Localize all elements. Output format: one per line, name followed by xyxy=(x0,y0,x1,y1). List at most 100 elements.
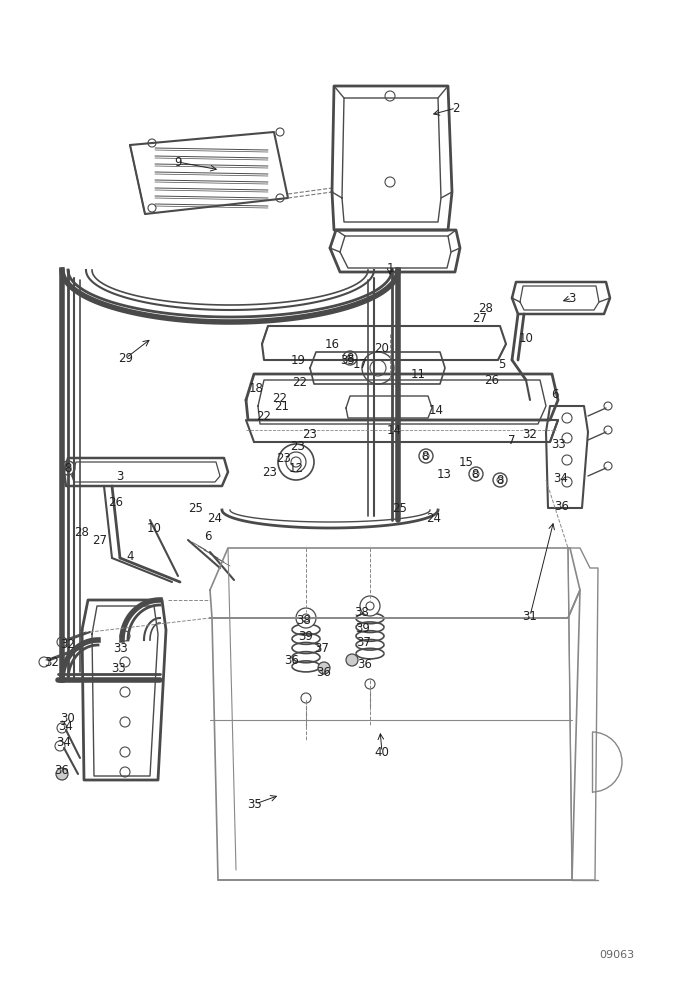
Text: 23: 23 xyxy=(277,451,292,464)
Text: 5: 5 xyxy=(498,357,506,371)
Text: 8: 8 xyxy=(65,461,71,475)
Text: 16: 16 xyxy=(324,337,339,350)
Circle shape xyxy=(120,767,130,777)
Circle shape xyxy=(347,355,353,361)
Circle shape xyxy=(362,352,394,384)
Text: 3: 3 xyxy=(116,470,124,483)
Circle shape xyxy=(562,413,572,423)
Text: 9: 9 xyxy=(174,156,182,169)
Text: 8: 8 xyxy=(496,474,504,487)
Text: 36: 36 xyxy=(555,499,569,512)
Circle shape xyxy=(61,461,75,475)
Circle shape xyxy=(604,402,612,410)
Text: 26: 26 xyxy=(109,495,124,508)
Text: 4: 4 xyxy=(126,549,134,562)
Circle shape xyxy=(302,614,310,622)
Text: 36: 36 xyxy=(54,763,69,777)
Text: 34: 34 xyxy=(554,472,568,485)
Text: 1: 1 xyxy=(386,262,394,275)
Circle shape xyxy=(473,471,479,477)
Text: 14: 14 xyxy=(428,403,443,417)
Circle shape xyxy=(385,177,395,187)
Text: 29: 29 xyxy=(118,351,133,365)
Text: 37: 37 xyxy=(315,642,329,654)
Circle shape xyxy=(65,465,71,471)
Text: 24: 24 xyxy=(426,511,441,525)
Text: 30: 30 xyxy=(61,711,75,725)
Text: 22: 22 xyxy=(292,376,307,388)
Text: 28: 28 xyxy=(479,301,494,315)
Text: 35: 35 xyxy=(248,798,262,810)
Circle shape xyxy=(296,608,316,628)
Text: 8: 8 xyxy=(422,449,428,462)
Circle shape xyxy=(291,457,301,467)
Circle shape xyxy=(120,687,130,697)
Text: 23: 23 xyxy=(303,428,318,440)
Text: 23: 23 xyxy=(290,439,305,452)
Text: 36: 36 xyxy=(284,653,299,666)
Text: 36: 36 xyxy=(317,665,331,679)
Circle shape xyxy=(385,91,395,101)
Circle shape xyxy=(360,596,380,616)
Text: 32: 32 xyxy=(61,638,75,650)
Circle shape xyxy=(56,768,68,780)
Text: 26: 26 xyxy=(484,374,500,387)
Circle shape xyxy=(423,453,429,459)
Circle shape xyxy=(343,351,357,365)
Circle shape xyxy=(604,462,612,470)
Text: 3: 3 xyxy=(568,291,576,304)
Text: 31: 31 xyxy=(522,609,537,623)
Text: 8: 8 xyxy=(471,468,479,481)
Text: 38: 38 xyxy=(355,605,369,618)
Circle shape xyxy=(419,449,433,463)
Text: 10: 10 xyxy=(519,332,533,344)
Circle shape xyxy=(497,477,503,483)
Circle shape xyxy=(365,679,375,689)
Text: 19: 19 xyxy=(290,353,305,367)
Circle shape xyxy=(55,741,65,751)
Text: 8: 8 xyxy=(346,351,354,365)
Text: 35: 35 xyxy=(341,353,356,367)
Text: 2: 2 xyxy=(452,101,460,115)
Circle shape xyxy=(148,204,156,212)
Text: 21: 21 xyxy=(275,399,290,412)
Text: 11: 11 xyxy=(411,368,426,381)
Text: 27: 27 xyxy=(92,534,107,546)
Text: 18: 18 xyxy=(249,382,263,394)
Text: 23: 23 xyxy=(262,466,277,479)
Text: 32: 32 xyxy=(45,655,59,668)
Text: 37: 37 xyxy=(356,636,371,648)
Circle shape xyxy=(120,657,130,667)
Circle shape xyxy=(301,693,311,703)
Text: 40: 40 xyxy=(375,746,390,758)
Circle shape xyxy=(469,467,483,481)
Circle shape xyxy=(562,477,572,487)
Text: 6: 6 xyxy=(551,388,559,401)
Circle shape xyxy=(493,473,507,487)
Text: 6: 6 xyxy=(204,530,211,542)
Text: 34: 34 xyxy=(56,736,71,749)
Circle shape xyxy=(39,657,49,667)
Circle shape xyxy=(562,455,572,465)
Circle shape xyxy=(57,637,67,647)
Text: 10: 10 xyxy=(147,522,161,535)
Text: 20: 20 xyxy=(375,341,390,354)
Circle shape xyxy=(370,360,386,376)
Circle shape xyxy=(366,602,374,610)
Circle shape xyxy=(562,433,572,443)
Text: 38: 38 xyxy=(296,613,311,627)
Text: 17: 17 xyxy=(352,357,367,371)
Circle shape xyxy=(346,654,358,666)
Circle shape xyxy=(276,194,284,202)
Circle shape xyxy=(120,747,130,757)
Text: 14: 14 xyxy=(386,424,401,437)
Text: 24: 24 xyxy=(207,512,222,526)
Text: 22: 22 xyxy=(256,409,271,423)
Circle shape xyxy=(120,631,130,641)
Text: 12: 12 xyxy=(288,461,303,475)
Circle shape xyxy=(318,662,330,674)
Text: 28: 28 xyxy=(75,526,90,539)
Text: 13: 13 xyxy=(437,468,452,481)
Text: 25: 25 xyxy=(392,501,407,514)
Text: 33: 33 xyxy=(114,642,129,654)
